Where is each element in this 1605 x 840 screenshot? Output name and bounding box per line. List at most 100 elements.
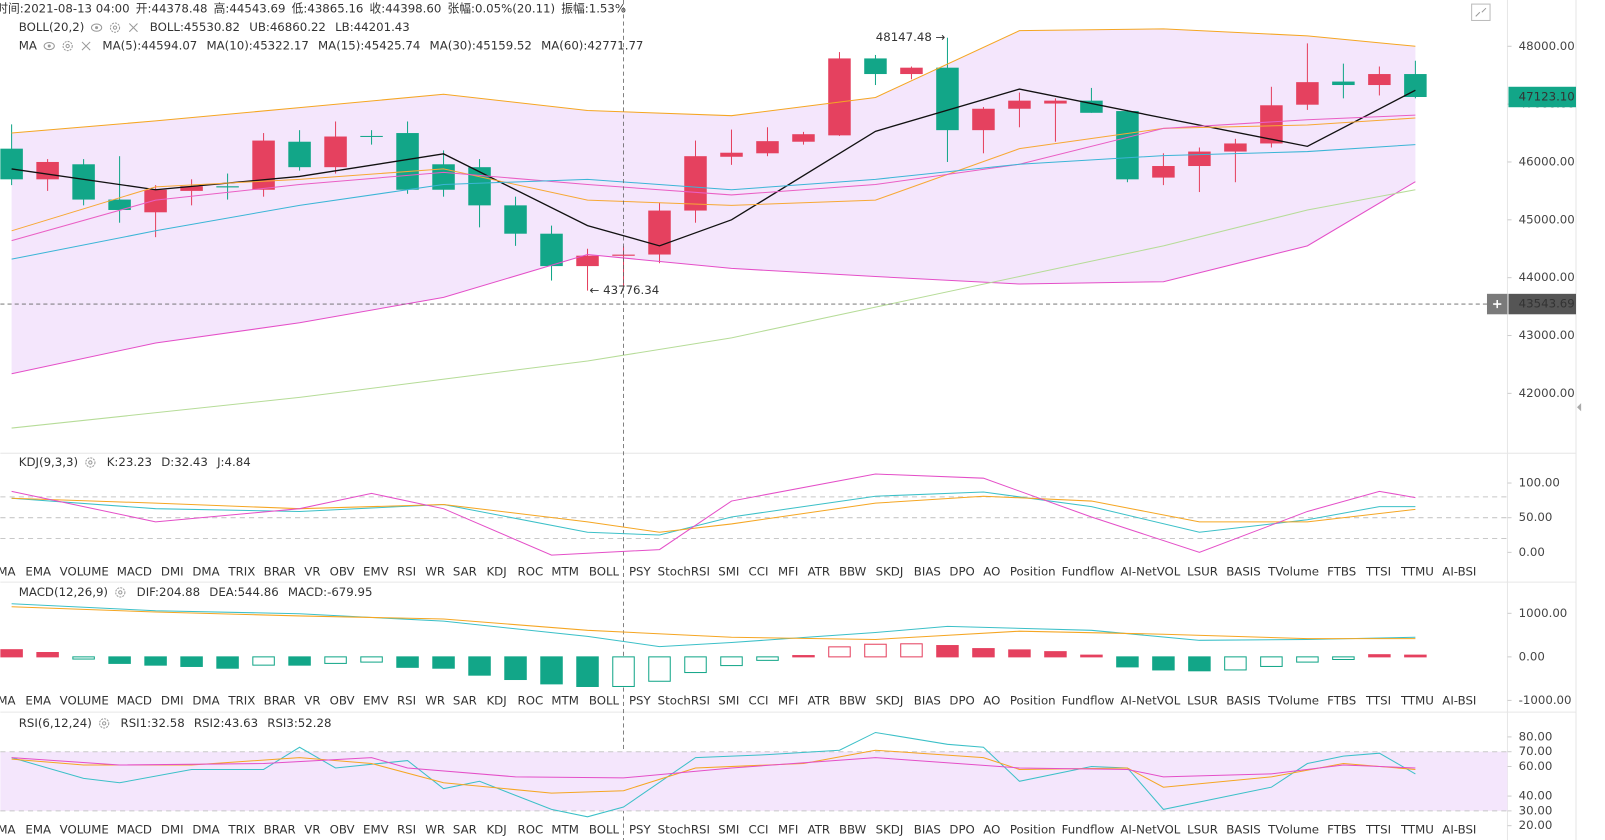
indicator-tab[interactable]: VOLUME [60, 822, 109, 836]
gear-icon[interactable] [85, 457, 96, 468]
indicator-tab[interactable]: BBW [839, 693, 867, 707]
indicator-tab[interactable]: LSUR [1187, 693, 1218, 707]
indicator-tab[interactable]: DPO [949, 693, 974, 707]
indicator-tab[interactable]: RSI [397, 564, 416, 578]
indicator-tab[interactable]: SMI [718, 693, 739, 707]
eye-icon[interactable] [43, 41, 55, 51]
indicator-tab[interactable]: StochRSI [658, 693, 710, 707]
indicator-tab[interactable]: ATR [808, 564, 830, 578]
indicator-tab[interactable]: MA [0, 564, 16, 578]
indicator-tab[interactable]: OBV [330, 564, 355, 578]
indicator-tab[interactable]: ATR [808, 693, 830, 707]
indicator-tab[interactable]: SAR [453, 822, 477, 836]
indicator-tab[interactable]: TVolume [1267, 564, 1319, 578]
indicator-tab[interactable]: AI-NetVOL [1120, 564, 1180, 578]
expand-button[interactable] [1471, 3, 1491, 21]
indicator-tab[interactable]: SKDJ [876, 693, 904, 707]
indicator-tab[interactable]: AO [983, 822, 1000, 836]
indicator-tab[interactable]: PSY [629, 693, 652, 707]
indicator-tab[interactable]: Fundflow [1062, 822, 1115, 836]
indicator-tab[interactable]: VOLUME [60, 564, 109, 578]
indicator-tab[interactable]: AO [983, 564, 1000, 578]
indicator-tab[interactable]: StochRSI [658, 822, 710, 836]
indicator-tab[interactable]: TTMU [1400, 564, 1434, 578]
indicator-tab[interactable]: SMI [718, 564, 739, 578]
indicator-tab[interactable]: BASIS [1226, 564, 1260, 578]
indicator-tab[interactable]: EMV [363, 822, 389, 836]
indicator-tab[interactable]: TRIX [227, 822, 255, 836]
indicator-tab[interactable]: VR [304, 822, 320, 836]
indicator-tab[interactable]: BBW [839, 822, 867, 836]
indicator-tab[interactable]: DMI [161, 693, 184, 707]
indicator-tab[interactable]: EMV [363, 693, 389, 707]
indicator-tab[interactable]: MACD [117, 693, 152, 707]
indicator-tab[interactable]: VOLUME [60, 693, 109, 707]
close-icon[interactable] [81, 41, 91, 51]
indicator-tab[interactable]: PSY [629, 564, 652, 578]
indicator-tab[interactable]: BASIS [1226, 693, 1260, 707]
indicator-tab[interactable]: KDJ [486, 822, 506, 836]
indicator-tab[interactable]: WR [425, 693, 445, 707]
indicator-tab[interactable]: StochRSI [658, 564, 710, 578]
collapse-handle[interactable] [1577, 403, 1582, 412]
indicator-tab[interactable]: AO [983, 693, 1000, 707]
indicator-tab[interactable]: SKDJ [876, 564, 904, 578]
indicator-tab[interactable]: LSUR [1187, 564, 1218, 578]
indicator-tab[interactable]: TRIX [227, 693, 255, 707]
indicator-tab[interactable]: MA [0, 693, 16, 707]
indicator-tab[interactable]: FTBS [1327, 564, 1356, 578]
indicator-tab[interactable]: SAR [453, 693, 477, 707]
indicator-tab[interactable]: CCI [749, 564, 769, 578]
indicator-tab[interactable]: FTBS [1327, 822, 1356, 836]
indicator-tab[interactable]: BIAS [914, 822, 941, 836]
indicator-tab[interactable]: CCI [749, 822, 769, 836]
indicator-tab[interactable]: MTM [551, 564, 578, 578]
indicator-tab[interactable]: DMA [192, 822, 219, 836]
indicator-tab[interactable]: LSUR [1187, 822, 1218, 836]
indicator-tab[interactable]: BOLL [589, 564, 620, 578]
indicator-tab[interactable]: WR [425, 822, 445, 836]
indicator-tab[interactable]: SKDJ [876, 822, 904, 836]
indicator-tab[interactable]: KDJ [486, 693, 506, 707]
indicator-tab[interactable]: BIAS [914, 693, 941, 707]
indicator-tab[interactable]: EMA [25, 693, 51, 707]
gear-icon[interactable] [99, 718, 110, 729]
indicator-tab[interactable]: BRAR [264, 564, 296, 578]
indicator-tab[interactable]: EMV [363, 564, 389, 578]
indicator-tab[interactable]: VR [304, 564, 320, 578]
indicator-tab[interactable]: BASIS [1226, 822, 1260, 836]
indicator-tab[interactable]: AI-NetVOL [1120, 822, 1180, 836]
indicator-tab[interactable]: CCI [749, 693, 769, 707]
indicator-tab[interactable]: AI-BSI [1442, 564, 1476, 578]
indicator-tab[interactable]: Fundflow [1062, 693, 1115, 707]
indicator-tab[interactable]: EMA [25, 564, 51, 578]
indicator-tab[interactable]: TTSI [1365, 693, 1391, 707]
indicator-tab[interactable]: ROC [518, 693, 544, 707]
indicator-tab[interactable]: Position [1010, 564, 1056, 578]
eye-icon[interactable] [90, 23, 103, 32]
indicator-tab[interactable]: OBV [330, 822, 355, 836]
indicator-tab[interactable]: MFI [778, 693, 798, 707]
indicator-tab[interactable]: VR [304, 693, 320, 707]
indicator-tab[interactable]: DMA [192, 564, 219, 578]
indicator-tab[interactable]: DMI [161, 822, 184, 836]
gear-icon[interactable] [109, 22, 121, 33]
indicator-tab[interactable]: Fundflow [1062, 564, 1115, 578]
indicator-tab[interactable]: ROC [518, 564, 544, 578]
indicator-tab[interactable]: BOLL [589, 693, 620, 707]
indicator-tab[interactable]: TTMU [1400, 822, 1434, 836]
gear-icon[interactable] [115, 587, 126, 598]
indicator-tab[interactable]: TVolume [1267, 693, 1319, 707]
indicator-tab[interactable]: MACD [117, 822, 152, 836]
indicator-tab[interactable]: DPO [949, 822, 974, 836]
indicator-tab[interactable]: TTSI [1365, 564, 1391, 578]
close-icon[interactable] [128, 23, 138, 33]
indicator-tab[interactable]: PSY [629, 822, 652, 836]
indicator-tab[interactable]: DMA [192, 693, 219, 707]
indicator-tab[interactable]: TVolume [1267, 822, 1319, 836]
indicator-tab[interactable]: BOLL [589, 822, 620, 836]
indicator-tab[interactable]: DMI [161, 564, 184, 578]
indicator-tab[interactable]: AI-BSI [1442, 822, 1476, 836]
indicator-tab[interactable]: RSI [397, 693, 416, 707]
indicator-tab[interactable]: MFI [778, 564, 798, 578]
